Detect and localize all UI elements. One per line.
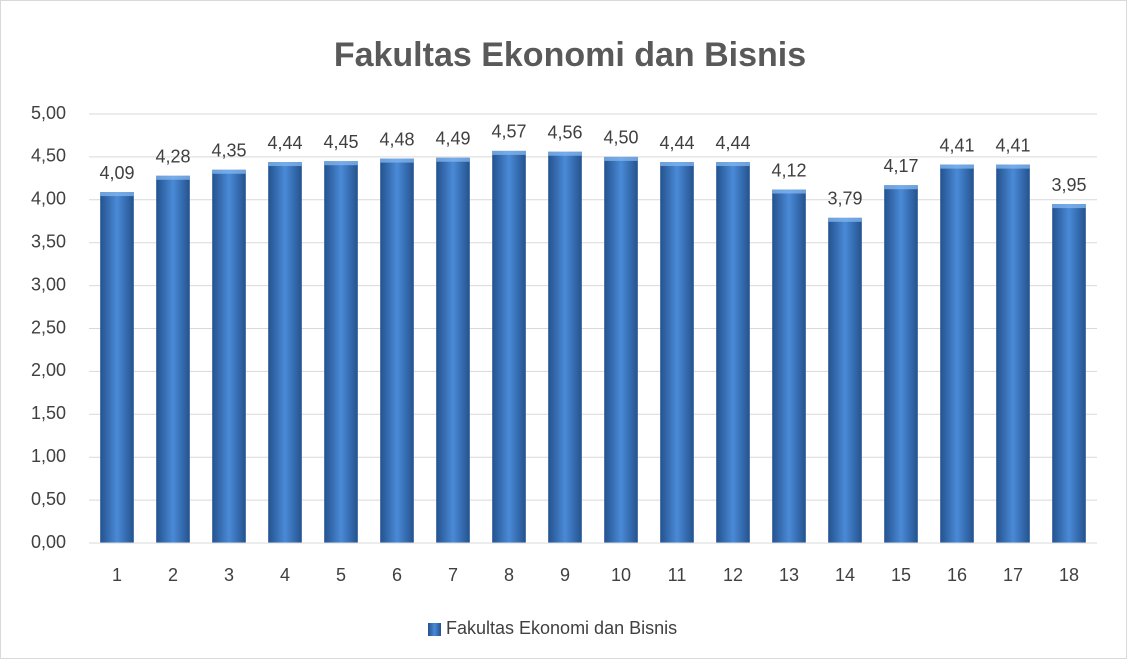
y-tick-label: 0,50	[31, 489, 66, 509]
data-label: 4,12	[771, 160, 806, 180]
bar	[324, 161, 358, 543]
data-label: 4,41	[995, 135, 1030, 155]
data-label: 4,57	[491, 122, 526, 142]
y-tick-label: 0,00	[31, 532, 66, 552]
y-tick-label: 3,50	[31, 231, 66, 251]
bar	[100, 192, 134, 543]
x-tick-label: 12	[723, 565, 743, 585]
bar	[268, 162, 302, 543]
y-tick-label: 5,00	[31, 103, 66, 123]
bar-bevel	[324, 161, 358, 166]
bar	[548, 151, 582, 543]
bar-bevel	[940, 164, 974, 169]
bar-bevel	[716, 162, 750, 167]
bar-bevel	[212, 169, 246, 174]
x-tick-label: 14	[835, 565, 855, 585]
x-tick-label: 4	[280, 565, 290, 585]
data-label: 4,48	[379, 129, 414, 149]
data-label: 4,56	[547, 123, 582, 143]
bar	[604, 156, 638, 543]
data-label: 4,41	[939, 135, 974, 155]
data-label: 4,17	[883, 156, 918, 176]
bar-bevel	[492, 150, 526, 155]
bar-bevel	[1052, 204, 1086, 209]
x-tick-label: 2	[168, 565, 178, 585]
bar-bevel	[380, 158, 414, 163]
y-tick-label: 3,00	[31, 274, 66, 294]
bar	[212, 169, 246, 543]
data-label: 4,50	[603, 128, 638, 148]
x-tick-label: 3	[224, 565, 234, 585]
bar-bevel	[436, 157, 470, 162]
data-label: 4,49	[435, 129, 470, 149]
bar	[380, 158, 414, 543]
x-tick-label: 13	[779, 565, 799, 585]
bar-bevel	[828, 217, 862, 222]
bar	[772, 189, 806, 543]
bar	[996, 164, 1030, 543]
x-tick-label: 18	[1059, 565, 1079, 585]
data-label: 4,44	[267, 133, 302, 153]
bar-bevel	[996, 164, 1030, 169]
chart-title: Fakultas Ekonomi dan Bisnis	[334, 36, 806, 74]
x-tick-label: 6	[392, 565, 402, 585]
legend-label: Fakultas Ekonomi dan Bisnis	[446, 618, 677, 638]
bar-bevel	[884, 185, 918, 190]
y-tick-label: 1,00	[31, 446, 66, 466]
x-tick-label: 1	[112, 565, 122, 585]
x-tick-label: 16	[947, 565, 967, 585]
x-tick-label: 8	[504, 565, 514, 585]
x-tick-label: 9	[560, 565, 570, 585]
data-label: 4,35	[211, 141, 246, 161]
bar-bevel	[268, 162, 302, 167]
y-tick-label: 2,00	[31, 360, 66, 380]
bar	[492, 150, 526, 544]
bar-bevel	[156, 175, 190, 180]
data-label: 4,09	[99, 163, 134, 183]
bar-bevel	[548, 151, 582, 156]
x-tick-label: 10	[611, 565, 631, 585]
x-tick-label: 15	[891, 565, 911, 585]
bar	[884, 185, 918, 544]
bar	[660, 162, 694, 543]
bar	[940, 164, 974, 543]
data-label: 4,45	[323, 132, 358, 152]
x-tick-label: 7	[448, 565, 458, 585]
x-tick-label: 17	[1003, 565, 1023, 585]
bar-bevel	[604, 156, 638, 161]
y-tick-label: 2,50	[31, 317, 66, 337]
data-label: 3,95	[1051, 175, 1086, 195]
y-tick-label: 4,00	[31, 189, 66, 209]
bar	[1052, 204, 1086, 543]
x-tick-label: 5	[336, 565, 346, 585]
x-tick-label: 11	[668, 565, 687, 585]
legend-swatch	[428, 623, 441, 636]
bar	[156, 175, 190, 543]
data-label: 4,44	[715, 133, 750, 153]
y-tick-label: 1,50	[31, 403, 66, 423]
bar-bevel	[772, 189, 806, 194]
bar	[436, 157, 470, 543]
y-tick-label: 4,50	[31, 146, 66, 166]
data-label: 3,79	[827, 189, 862, 209]
bar	[828, 217, 862, 543]
bar	[716, 162, 750, 543]
bar-bevel	[660, 162, 694, 167]
data-label: 4,44	[659, 133, 694, 153]
bar-bevel	[100, 192, 134, 197]
data-label: 4,28	[155, 147, 190, 167]
